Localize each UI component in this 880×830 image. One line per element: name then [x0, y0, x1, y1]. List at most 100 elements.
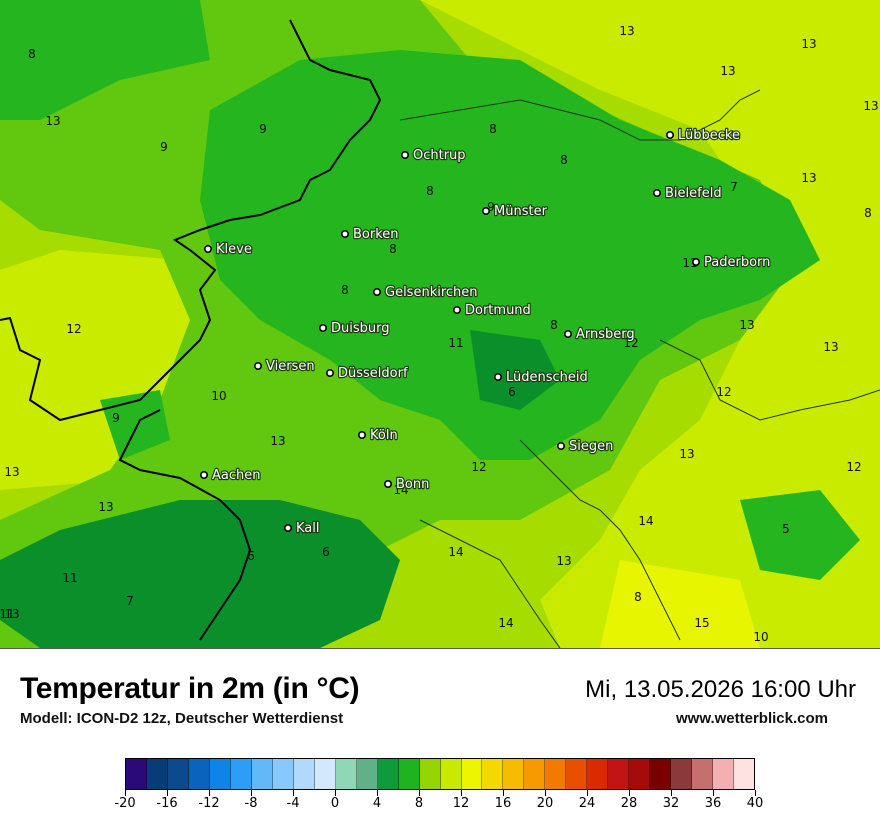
- color-scale-tick-label: -12: [198, 796, 220, 811]
- color-scale-tick: [671, 790, 672, 796]
- city-marker: Lübbecke: [665, 127, 741, 144]
- city-dot: [204, 245, 213, 254]
- temperature-value-label: 13: [679, 447, 694, 461]
- color-scale-tick: [713, 790, 714, 796]
- color-scale-segment: [356, 759, 378, 789]
- map-footer: Temperatur in 2m (in °C) Modell: ICON-D2…: [0, 648, 880, 830]
- city-marker: Viersen: [254, 358, 316, 375]
- temperature-value-label: 5: [782, 522, 790, 536]
- temperature-value-label: 15: [694, 616, 709, 630]
- city-label: Borken: [353, 227, 399, 242]
- color-scale-tick-label: 12: [452, 796, 470, 811]
- temperature-value-label: 9: [160, 140, 168, 154]
- color-scale-tick: [755, 790, 756, 796]
- color-scale-segment: [713, 759, 735, 789]
- color-scale-tick: [377, 790, 378, 796]
- city-dot: [400, 151, 409, 160]
- color-scale-segment: [461, 759, 483, 789]
- temperature-value-label: 13: [4, 465, 19, 479]
- temperature-value-label: 13: [801, 37, 816, 51]
- color-scale-tick: [209, 790, 210, 796]
- color-scale-tick-label: 4: [372, 796, 382, 811]
- temperature-value-label: 13: [801, 171, 816, 185]
- temperature-value-label: 13: [4, 607, 19, 621]
- city-dot: [665, 131, 674, 140]
- city-marker: Lüdenscheid: [493, 369, 589, 386]
- cool-zone-northwest: [0, 0, 210, 120]
- forecast-datetime: Mi, 13.05.2026 16:00 Uhr: [585, 676, 856, 703]
- color-scale-segment: [503, 759, 525, 789]
- city-label: Siegen: [569, 439, 613, 454]
- city-label: Lübbecke: [678, 128, 740, 143]
- color-scale-segment: [545, 759, 567, 789]
- temperature-value-label: 13: [863, 99, 878, 113]
- color-scale-tick-label: 8: [414, 796, 424, 811]
- country-border: [0, 19, 382, 422]
- temperature-value-label: 11: [62, 571, 77, 585]
- city-label: Bielefeld: [665, 186, 722, 201]
- city-label: Kall: [296, 521, 320, 536]
- city-marker: Arnsberg: [563, 326, 636, 343]
- city-label: Aachen: [212, 468, 260, 483]
- temperature-value-label: 13: [720, 64, 735, 78]
- city-label: Münster: [494, 204, 548, 219]
- city-label: Duisburg: [331, 321, 390, 336]
- temperature-value-label: 8: [389, 242, 397, 256]
- color-scale-tick-label: 20: [536, 796, 554, 811]
- temperature-value-label: 13: [98, 500, 113, 514]
- city-label: Lüdenscheid: [506, 370, 588, 385]
- temperature-value-label: 11: [0, 607, 15, 621]
- cool-patch-sauerland: [470, 330, 560, 410]
- temperature-value-label: 10: [753, 630, 768, 644]
- city-marker: Duisburg: [318, 320, 391, 337]
- cool-patch-west: [100, 390, 170, 460]
- color-scale-tick-label: 40: [746, 796, 764, 811]
- cool-zone-north: [200, 50, 820, 460]
- city-marker: Münster: [481, 203, 549, 220]
- temperature-value-label: 12: [471, 460, 486, 474]
- temperature-color-scale: [125, 758, 755, 790]
- temperature-value-label: 12: [716, 385, 731, 399]
- temperature-value-label: 8: [560, 153, 568, 167]
- color-scale-segment: [314, 759, 336, 789]
- color-scale-tick: [503, 790, 504, 796]
- state-border-north: [399, 89, 761, 141]
- city-marker: Bonn: [383, 476, 431, 493]
- temperature-value-label: 13: [270, 434, 285, 448]
- city-marker: Kall: [283, 520, 321, 537]
- color-scale-tick: [587, 790, 588, 796]
- color-scale-segment: [629, 759, 651, 789]
- temperature-value-label: 8: [634, 590, 642, 604]
- temperature-value-label: 6: [508, 385, 516, 399]
- city-label: Gelsenkirchen: [385, 285, 478, 300]
- city-dot: [691, 257, 700, 266]
- city-dot: [318, 323, 327, 332]
- city-dot: [481, 207, 490, 216]
- color-scale-segment: [482, 759, 504, 789]
- city-marker: Ochtrup: [400, 147, 467, 164]
- city-marker: Dortmund: [452, 302, 532, 319]
- city-label: Ochtrup: [413, 148, 466, 163]
- color-scale-segment: [524, 759, 546, 789]
- color-scale-tick-label: -16: [156, 796, 178, 811]
- color-scale-segment: [230, 759, 252, 789]
- state-border-south: [419, 519, 561, 648]
- temperature-value-label: 14: [448, 545, 463, 559]
- city-dot: [200, 470, 209, 479]
- website-link[interactable]: www.wetterblick.com: [676, 710, 828, 727]
- color-scale-tick-label: 28: [620, 796, 638, 811]
- color-scale-segment: [419, 759, 441, 789]
- city-label: Paderborn: [704, 255, 770, 270]
- color-scale-segment: [440, 759, 462, 789]
- temperature-value-label: 14: [393, 483, 408, 497]
- temperature-value-label: 13: [556, 554, 571, 568]
- color-scale-segment: [608, 759, 630, 789]
- state-border-east: [659, 339, 880, 421]
- city-dot: [452, 305, 461, 314]
- city-marker: Borken: [340, 226, 400, 243]
- temperature-value-label: 9: [259, 122, 267, 136]
- city-dot: [357, 430, 366, 439]
- color-scale-segment: [126, 759, 147, 789]
